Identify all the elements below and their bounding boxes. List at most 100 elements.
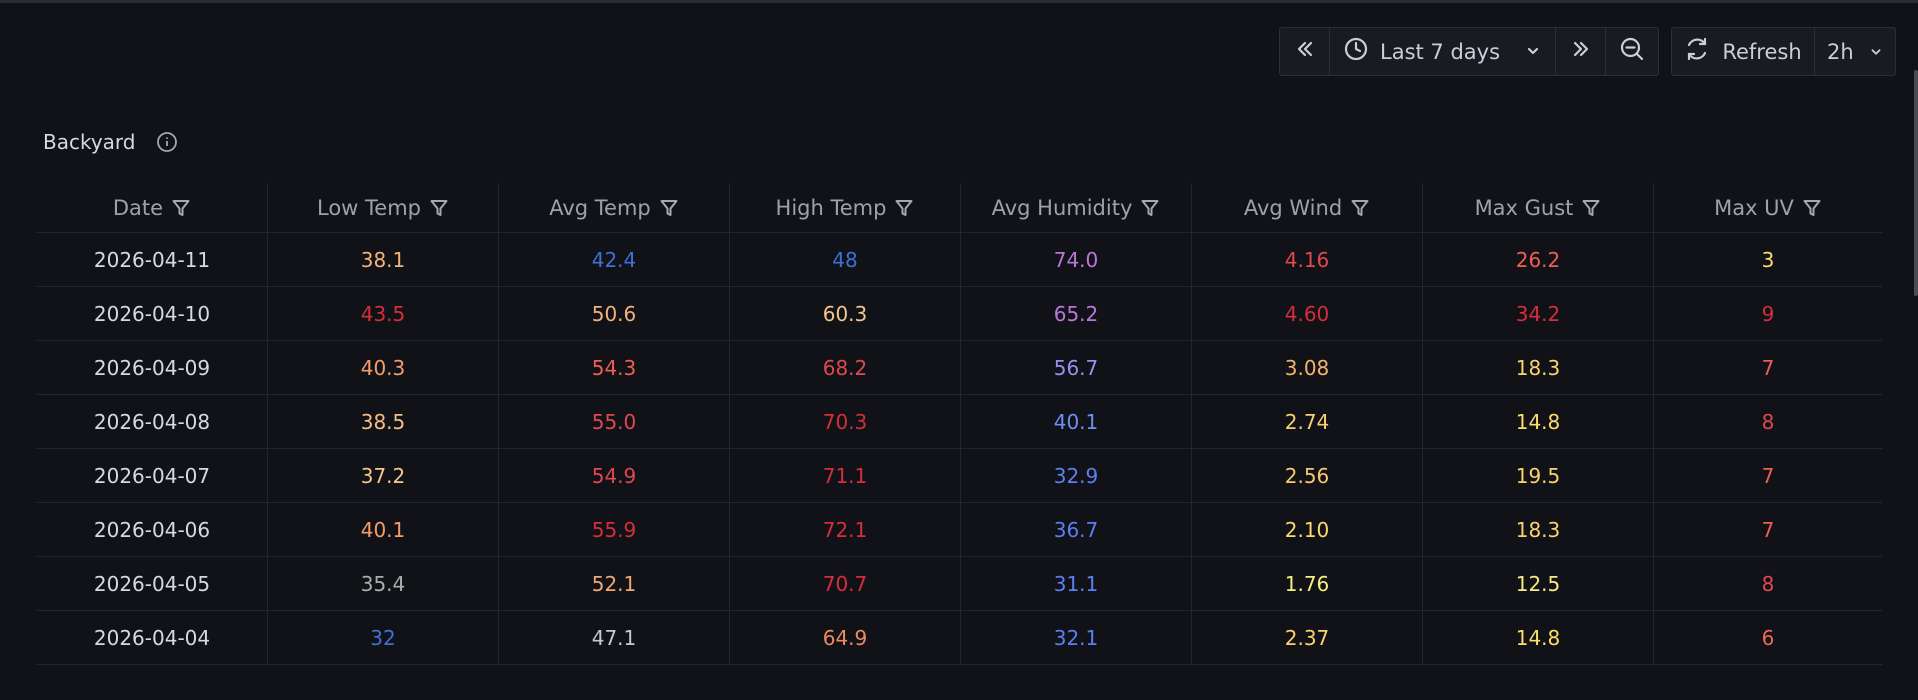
table-cell: 34.2 [1422,287,1653,340]
shift-forward-button[interactable] [1556,28,1606,75]
table-cell: 2.37 [1191,611,1422,664]
time-controls: Last 7 days [1279,27,1659,76]
chevron-down-icon [1869,40,1883,64]
refresh-button[interactable]: Refresh [1672,28,1815,75]
table-cell: 54.3 [498,341,729,394]
table-cell: 42.4 [498,233,729,286]
column-header-label: Avg Humidity [991,195,1133,220]
table-cell: 52.1 [498,557,729,610]
column-header[interactable]: Avg Wind [1191,183,1422,232]
double-chevron-left-icon [1294,38,1316,65]
refresh-label: Refresh [1722,39,1802,64]
table-cell: 2026-04-07 [93,463,211,488]
table-row: 2026-04-10 43.5 50.6 60.3 65.2 4.60 34.2 9 [37,287,1882,341]
table-cell: 8 [1653,395,1882,448]
table-cell: 2.56 [1191,449,1422,502]
time-range-picker[interactable]: Last 7 days [1330,28,1556,75]
refresh-controls: Refresh 2h [1671,27,1896,76]
double-chevron-right-icon [1570,38,1592,65]
refresh-interval-picker[interactable]: 2h [1815,28,1895,75]
chevron-down-icon [1525,40,1541,64]
table-cell: 70.3 [729,395,960,448]
column-header[interactable]: Max UV [1653,183,1882,232]
table-cell: 35.4 [267,557,498,610]
column-header[interactable]: High Temp [729,183,960,232]
filter-icon[interactable] [429,198,449,218]
vertical-scrollbar[interactable] [1914,70,1918,296]
table-cell: 2026-04-04 [93,625,211,650]
table-header-row: Date Low Temp Avg Temp High Temp Avg Humidit… [37,183,1882,233]
table-cell: 7 [1653,503,1882,556]
table-row: 2026-04-06 40.1 55.9 72.1 36.7 2.10 18.3 7 [37,503,1882,557]
filter-icon[interactable] [1802,198,1822,218]
table-cell: 2.74 [1191,395,1422,448]
table-cell: 14.8 [1422,611,1653,664]
table-cell: 9 [1653,287,1882,340]
filter-icon[interactable] [1140,198,1160,218]
column-header-label: Date [112,195,164,220]
table-cell: 37.2 [267,449,498,502]
table-cell: 1.76 [1191,557,1422,610]
filter-icon[interactable] [1581,198,1601,218]
table-cell: 3 [1653,233,1882,286]
table-cell: 14.8 [1422,395,1653,448]
column-header-label: Avg Wind [1243,195,1343,220]
table-cell: 7 [1653,341,1882,394]
panel-title: Backyard [43,130,136,154]
table-cell: 56.7 [960,341,1191,394]
table-cell: 31.1 [960,557,1191,610]
column-header-label: Low Temp [317,195,421,220]
table-cell: 64.9 [729,611,960,664]
table-row: 2026-04-11 38.1 42.4 48 74.0 4.16 26.2 3 [37,233,1882,287]
column-header[interactable]: Max Gust [1422,183,1653,232]
filter-icon[interactable] [1350,198,1370,218]
filter-icon[interactable] [171,198,191,218]
table-cell: 40.3 [267,341,498,394]
table-cell: 18.3 [1422,341,1653,394]
refresh-picker-group: Refresh 2h [1671,27,1896,76]
table-cell: 4.60 [1191,287,1422,340]
table-cell: 47.1 [498,611,729,664]
table-cell: 68.2 [729,341,960,394]
table-cell: 32.1 [960,611,1191,664]
panel-header: Backyard [43,128,178,156]
table-cell: 19.5 [1422,449,1653,502]
table-cell: 38.1 [267,233,498,286]
table-row: 2026-04-05 35.4 52.1 70.7 31.1 1.76 12.5 8 [37,557,1882,611]
zoom-out-button[interactable] [1606,28,1658,75]
table-cell: 2026-04-10 [93,301,211,326]
table-cell: 4.16 [1191,233,1422,286]
table-cell: 18.3 [1422,503,1653,556]
table-cell: 40.1 [960,395,1191,448]
column-header[interactable]: Date [37,183,267,232]
table-row: 2026-04-09 40.3 54.3 68.2 56.7 3.08 18.3 7 [37,341,1882,395]
column-header-label: High Temp [775,195,887,220]
filter-icon[interactable] [894,198,914,218]
column-header[interactable]: Low Temp [267,183,498,232]
zoom-out-icon [1619,36,1645,67]
table-cell: 60.3 [729,287,960,340]
table-cell: 38.5 [267,395,498,448]
column-header[interactable]: Avg Temp [498,183,729,232]
table-cell: 12.5 [1422,557,1653,610]
table-row: 2026-04-04 32 47.1 64.9 32.1 2.37 14.8 6 [37,611,1882,665]
table-cell: 71.1 [729,449,960,502]
table-cell: 65.2 [960,287,1191,340]
column-header-label: Avg Temp [549,195,651,220]
table-cell: 74.0 [960,233,1191,286]
table-cell: 2026-04-11 [93,247,211,272]
table-body: 2026-04-11 38.1 42.4 48 74.0 4.16 26.2 3 2026-04… [37,233,1882,665]
table-cell: 2026-04-06 [93,517,211,542]
filter-icon[interactable] [659,198,679,218]
shift-back-button[interactable] [1280,28,1330,75]
info-icon[interactable] [156,131,178,153]
refresh-interval-label: 2h [1827,39,1854,64]
table-cell: 3.08 [1191,341,1422,394]
table-cell: 8 [1653,557,1882,610]
table-cell: 2026-04-08 [93,409,211,434]
table-cell: 32.9 [960,449,1191,502]
column-header[interactable]: Avg Humidity [960,183,1191,232]
table-cell: 55.9 [498,503,729,556]
table-cell: 48 [729,233,960,286]
table-cell: 2026-04-09 [93,355,211,380]
